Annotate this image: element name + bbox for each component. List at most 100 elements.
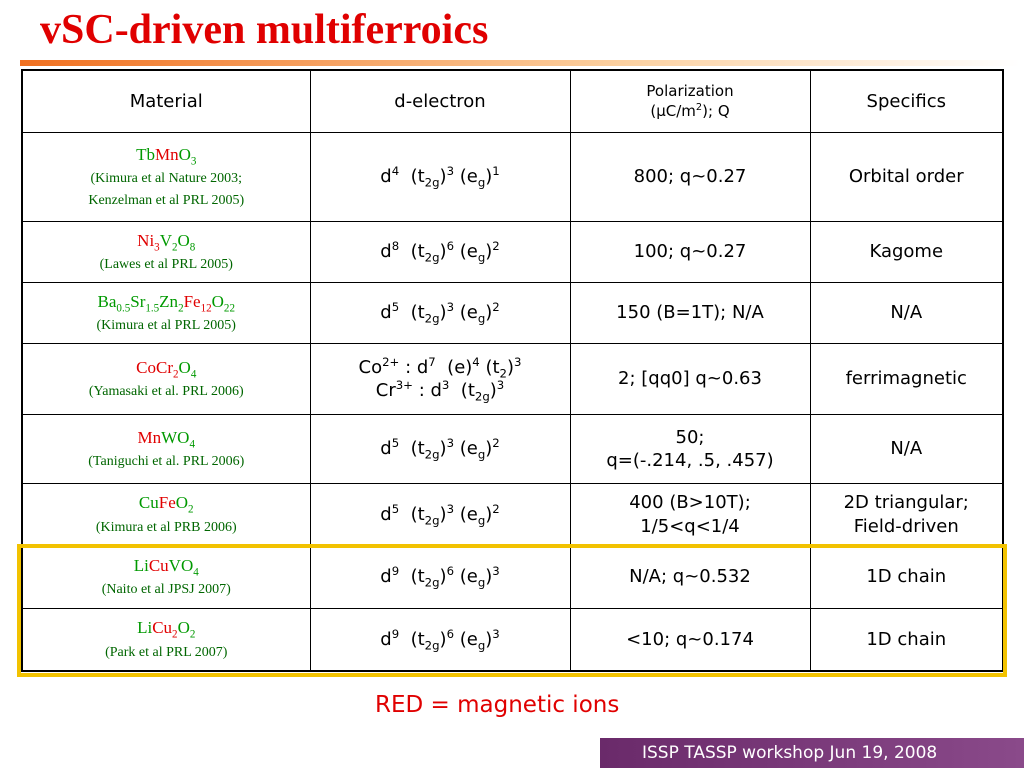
text-run: 2g (424, 513, 440, 528)
text-run: 2 (173, 368, 179, 381)
text-run: ferrimagnetic (845, 368, 967, 390)
cell-line: (Kimura et al PRB 2006) (27, 517, 306, 539)
text-run: Cr (375, 380, 396, 401)
text-run: 2; [qq0] q~0.63 (618, 368, 762, 390)
text-run: 2g (424, 638, 440, 653)
text-run: 4 (472, 354, 480, 369)
text-run: ) (439, 302, 447, 324)
cell-line: d-electron (315, 90, 566, 113)
text-run: Orbital order (848, 166, 964, 188)
text-run: Li (137, 618, 153, 638)
header-row: Material d-electron Polarization (μC/m2); Q… (21, 69, 1004, 133)
text-run: (e (454, 438, 478, 460)
text-run: 150 (B=1T); N/A (616, 302, 764, 324)
cell-line: Kagome (815, 240, 999, 263)
text-run: (Kimura et al Nature 2003; (90, 171, 243, 187)
text-run: 2g (424, 447, 440, 462)
table-cell: 800; q~0.27 (569, 132, 811, 222)
text-run: 1D chain (866, 628, 947, 650)
text-run: (t (399, 438, 425, 460)
text-run: 4 (189, 438, 195, 451)
text-run: Co (358, 356, 383, 378)
text-run: 2g (424, 311, 440, 326)
text-run: 400 (B>10T); (629, 492, 751, 514)
text-run: O (177, 230, 190, 250)
text-run: d (380, 438, 392, 460)
text-run: Li (133, 555, 149, 575)
cell-line: ferrimagnetic (815, 367, 999, 390)
cell-line: d5 (t2g)3 (eg)2 (315, 301, 566, 324)
cell-line: d5 (t2g)3 (eg)2 (315, 437, 566, 460)
cell-line: Ba0.5Sr1.5Zn2Fe12O22 (27, 289, 306, 315)
cell-line: d4 (t2g)3 (eg)1 (315, 165, 566, 188)
cell-line: 150 (B=1T); N/A (575, 301, 806, 324)
text-run: N/A; q~0.532 (629, 566, 751, 588)
text-run: ); Q (702, 101, 730, 120)
text-run: (Kimura et al PRB 2006) (95, 519, 237, 535)
text-run: 3 (492, 626, 500, 641)
cell-line: d5 (t2g)3 (eg)2 (315, 503, 566, 526)
text-run: 6 (446, 239, 454, 254)
text-run: g (477, 447, 486, 462)
table-cell: LiCuVO4 (Naito et al JPSJ 2007) (21, 545, 311, 609)
text-run: WO (161, 427, 190, 447)
text-run: (e (454, 302, 478, 324)
table-row: Ba0.5Sr1.5Zn2Fe12O22 (Kimura et al PRL 20… (21, 282, 1004, 344)
table-cell: Ba0.5Sr1.5Zn2Fe12O22 (Kimura et al PRL 20… (21, 282, 311, 344)
cell-line: 2D triangular; (815, 491, 999, 514)
cell-line: 50; (575, 426, 806, 449)
text-run: ) (506, 356, 515, 378)
text-run: ) (439, 628, 447, 650)
cell-line: (Kimura et al PRL 2005) (27, 315, 306, 337)
table-row: CuFeO2 (Kimura et al PRB 2006) d5 (t2g)3 (… (21, 483, 1004, 546)
footer: ISSP TASSP workshop Jun 19, 2008 (600, 738, 1024, 768)
title-rule (20, 60, 1020, 66)
text-run: 2 (492, 436, 500, 451)
text-run: (e (454, 503, 478, 525)
cell-line: Cr3+ : d3 (t2g)3 (315, 379, 566, 402)
text-run: 2+ (382, 354, 400, 369)
cell-line: Kenzelman et al PRL 2005) (27, 190, 306, 212)
text-run: g (477, 513, 486, 528)
text-run: Polarization (646, 82, 734, 100)
text-run: Mn (137, 427, 162, 447)
cell-line: 2; [qq0] q~0.63 (575, 367, 806, 390)
cell-line: (Kimura et al Nature 2003; (27, 168, 306, 190)
text-run: Cu (138, 493, 159, 513)
table-cell: Ni3V2O8 (Lawes et al PRL 2005) (21, 221, 311, 283)
text-run: 9 (391, 564, 400, 579)
cell-line: 100; q~0.27 (575, 240, 806, 263)
text-run: 2g (474, 389, 490, 404)
text-run: 2 (172, 628, 178, 641)
text-run: 3 (446, 501, 454, 516)
text-run: 3 (514, 354, 522, 369)
text-run: (t (399, 503, 425, 525)
text-run: Ni (137, 230, 155, 250)
table-row: TbMnO3 (Kimura et al Nature 2003; Kenzelma… (21, 132, 1004, 222)
text-run: (Lawes et al PRL 2005) (99, 257, 233, 273)
cell-line: d8 (t2g)6 (eg)2 (315, 240, 566, 263)
text-run: 8 (391, 239, 400, 254)
table-cell: N/A (809, 282, 1004, 344)
text-run: ) (485, 628, 493, 650)
text-run: (t (399, 241, 425, 263)
table-row: Ni3V2O8 (Lawes et al PRL 2005) d8 (t2g)6 (… (21, 221, 1004, 283)
table-cell: d5 (t2g)3 (eg)2 (309, 414, 571, 484)
cell-line: Orbital order (815, 165, 999, 188)
text-run: 8 (189, 241, 196, 254)
text-run: 1/5<q<1/4 (640, 515, 740, 537)
cell-line: CuFeO2 (27, 490, 306, 516)
text-run: 2 (499, 366, 507, 381)
text-run: ) (485, 302, 493, 324)
table-cell: Specifics (809, 69, 1004, 133)
cell-line: (Lawes et al PRL 2005) (27, 254, 306, 276)
text-run: Fe (183, 291, 201, 311)
table-cell: Polarization (μC/m2); Q (569, 69, 811, 133)
text-run: 3+ (395, 378, 413, 392)
text-run: Zn (159, 291, 179, 311)
text-run: g (477, 311, 486, 326)
text-run: (t (399, 166, 425, 188)
text-run: 3 (446, 164, 454, 179)
text-run: (μC/m (650, 101, 696, 120)
text-run: 800; q~0.27 (633, 166, 747, 188)
